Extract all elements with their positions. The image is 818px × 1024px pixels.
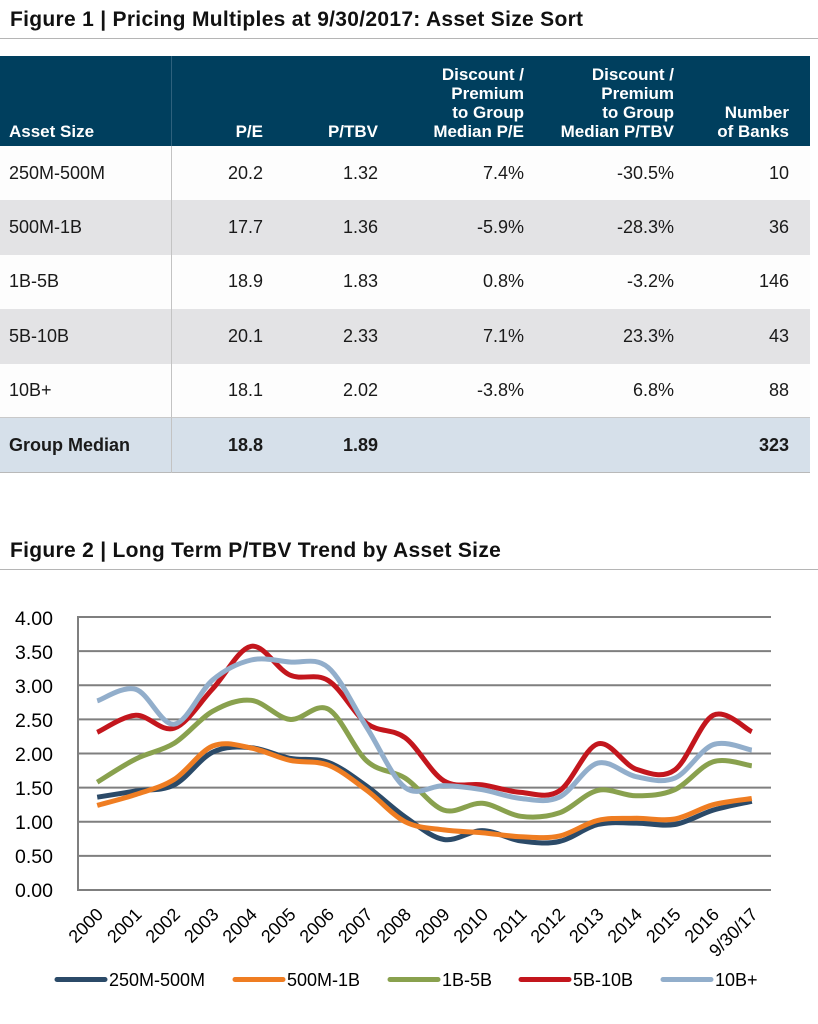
svg-text:1B-5B: 1B-5B [442,970,492,990]
svg-text:2002: 2002 [142,904,184,946]
svg-text:1.00: 1.00 [15,812,53,834]
svg-text:2.00: 2.00 [15,744,53,766]
svg-text:3.00: 3.00 [15,676,53,698]
svg-text:2007: 2007 [334,904,376,946]
svg-text:2005: 2005 [257,904,299,946]
svg-text:250M-500M: 250M-500M [109,970,205,990]
svg-text:2004: 2004 [219,904,261,946]
svg-text:10B+: 10B+ [715,970,758,990]
svg-text:500M-1B: 500M-1B [287,970,360,990]
svg-text:2013: 2013 [565,904,607,946]
svg-text:3.50: 3.50 [15,642,53,664]
svg-text:2006: 2006 [296,904,338,946]
svg-text:2008: 2008 [373,904,415,946]
svg-text:5B-10B: 5B-10B [573,970,633,990]
svg-text:2015: 2015 [642,904,684,946]
svg-text:0.50: 0.50 [15,846,53,868]
svg-text:2.50: 2.50 [15,710,53,732]
svg-text:1.50: 1.50 [15,778,53,800]
svg-text:2011: 2011 [489,904,531,946]
svg-text:2001: 2001 [103,904,145,946]
svg-text:2003: 2003 [180,904,222,946]
svg-text:2009: 2009 [411,904,453,946]
svg-text:0.00: 0.00 [15,880,53,902]
svg-text:2012: 2012 [527,904,569,946]
svg-text:2014: 2014 [604,904,646,946]
svg-text:4.00: 4.00 [15,608,53,630]
svg-text:2000: 2000 [65,904,107,946]
svg-text:2010: 2010 [450,904,492,946]
